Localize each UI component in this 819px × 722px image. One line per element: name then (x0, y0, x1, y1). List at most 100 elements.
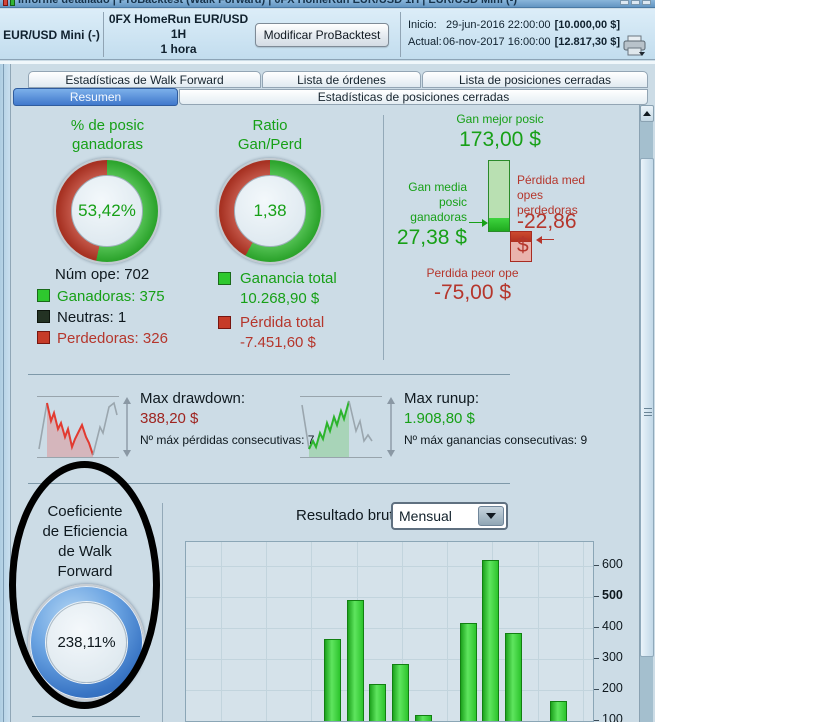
drawdown-range-arrow (123, 397, 131, 457)
candle-green-icon (10, 0, 15, 6)
period-dropdown[interactable]: Mensual (391, 502, 508, 530)
tab-lista-posiciones-cerradas[interactable]: Lista de posiciones cerradas (422, 71, 648, 88)
period-dropdown-value: Mensual (399, 508, 452, 524)
avg-loss-value: -22,86 $ (517, 210, 577, 257)
section-divider (28, 374, 510, 375)
avg-loss-segment (511, 232, 531, 242)
inicio-datetime: 29-jun-2016 22:00:00 (445, 19, 551, 31)
y-tick (594, 720, 599, 721)
close-button[interactable] (642, 0, 651, 5)
avg-loss-label: Pérdida med opes perdedoras (517, 173, 586, 217)
window-titlebar: Informe detallado | ProBacktest (Walk Fo… (0, 0, 655, 8)
max-drawdown-label: Max drawdown: (140, 390, 246, 407)
walk-forward-coefficient-value: 238,11% (46, 602, 127, 683)
print-icon[interactable] (622, 35, 648, 57)
gridline (186, 597, 593, 598)
worst-trade-label: Perdida peor ope (426, 266, 519, 280)
total-gain-label: Ganancia total (240, 270, 337, 287)
maximize-button[interactable] (631, 0, 640, 5)
gridline (186, 659, 593, 660)
tab-estadisticas-posiciones-cerradas[interactable]: Estadísticas de posiciones cerradas (179, 89, 648, 105)
y-tick (594, 596, 599, 597)
chart-bar (550, 700, 568, 721)
scroll-up-button[interactable] (640, 105, 654, 122)
report-window: Informe detallado | ProBacktest (Walk Fo… (0, 0, 655, 722)
best-trade-label: Gan mejor posic (456, 112, 544, 126)
worst-trade-value: -75,00 $ (433, 281, 512, 304)
total-gain-legend-square (218, 272, 231, 285)
gridline (186, 628, 593, 629)
gridline (401, 542, 403, 721)
instrument-label: EUR/USD Mini (-) (3, 27, 100, 42)
vertical-scrollbar[interactable] (639, 105, 654, 722)
header-gap (0, 61, 655, 64)
actual-datetime: 06-nov-2017 16:00:00 (442, 36, 551, 48)
gridline (266, 542, 268, 721)
win-percent-value: 53,42% (71, 175, 143, 247)
monthly-result-chart: 100 200 300 400 500 600 (185, 541, 655, 722)
neutral-count: Neutras: 1 (57, 309, 127, 326)
chart-bar (505, 632, 523, 721)
total-loss-legend-square (218, 316, 231, 329)
avg-loss-bar (510, 231, 532, 262)
triangle-up-icon (643, 111, 651, 116)
chart-bar (459, 623, 477, 721)
max-consecutive-wins: Nº máx ganancias consecutivas: 9 (404, 433, 588, 447)
max-consecutive-losses: Nº máx pérdidas consecutivas: 7 (140, 433, 315, 447)
thumb-grip-icon (644, 408, 652, 416)
inicio-amount: [10.000,00 $] (554, 19, 620, 31)
chevron-down-icon (486, 513, 496, 519)
y-tick-label: 600 (602, 557, 623, 571)
header-divider (400, 12, 401, 57)
drawdown-minichart (37, 396, 119, 458)
gridline (537, 542, 539, 721)
column-divider (383, 115, 384, 360)
window-title: Informe detallado | ProBacktest (Walk Fo… (18, 0, 517, 6)
total-loss-value: -7.451,60 $ (240, 334, 316, 351)
tab-estadisticas-walk-forward[interactable]: Estadísticas de Walk Forward (28, 71, 261, 88)
avg-win-arrow (469, 222, 483, 223)
y-tick-label: 300 (602, 650, 623, 664)
runup-minichart (300, 396, 382, 458)
tab-resumen-active[interactable]: Resumen (13, 88, 178, 106)
max-runup-value: 1.908,80 $ (404, 410, 475, 427)
gross-result-label: Resultado bruto (296, 507, 402, 524)
system-name: 0FX HomeRun EUR/USD 1H 1 hora (108, 12, 249, 56)
tab-lista-de-ordenes[interactable]: Lista de órdenes (262, 71, 421, 88)
walk-forward-ring: 238,11% (28, 584, 145, 701)
gridline (582, 542, 584, 721)
chart-bar (324, 638, 342, 721)
gridline (186, 566, 593, 567)
y-tick (594, 627, 599, 628)
actual-label: Actual: (408, 36, 442, 48)
inicio-label: Inicio: (408, 19, 437, 31)
section-divider (32, 716, 140, 717)
losers-legend-square (37, 331, 50, 344)
dropdown-button[interactable] (478, 506, 504, 526)
gridline (221, 542, 222, 721)
chart-bar (392, 663, 409, 721)
scrollbar-thumb[interactable] (640, 158, 654, 657)
minimize-button[interactable] (620, 0, 629, 5)
avg-win-value: 27,38 $ (396, 226, 467, 249)
header-divider (103, 12, 104, 57)
column-divider (162, 503, 163, 722)
chart-bar (482, 559, 500, 721)
y-tick-label: 200 (602, 681, 623, 695)
winners-legend-square (37, 289, 50, 302)
gain-loss-ratio-value: 1,38 (234, 175, 306, 247)
donut1-title: % de posic ganadoras (70, 117, 145, 153)
avg-win-segment (489, 218, 509, 231)
avg-win-arrowhead (482, 219, 488, 227)
chart-bar (414, 714, 432, 721)
y-tick (594, 658, 599, 659)
winners-count: Ganadoras: 375 (57, 288, 165, 305)
modify-probacktest-button[interactable]: Modificar ProBacktest (255, 23, 389, 47)
gridline (186, 690, 593, 691)
losers-count: Perdedoras: 326 (57, 330, 168, 347)
bar-plot (185, 541, 594, 722)
candle-red-icon (3, 0, 8, 6)
avg-win-label: Gan media posic ganadoras (408, 180, 467, 224)
total-gain-value: 10.268,90 $ (240, 290, 320, 307)
